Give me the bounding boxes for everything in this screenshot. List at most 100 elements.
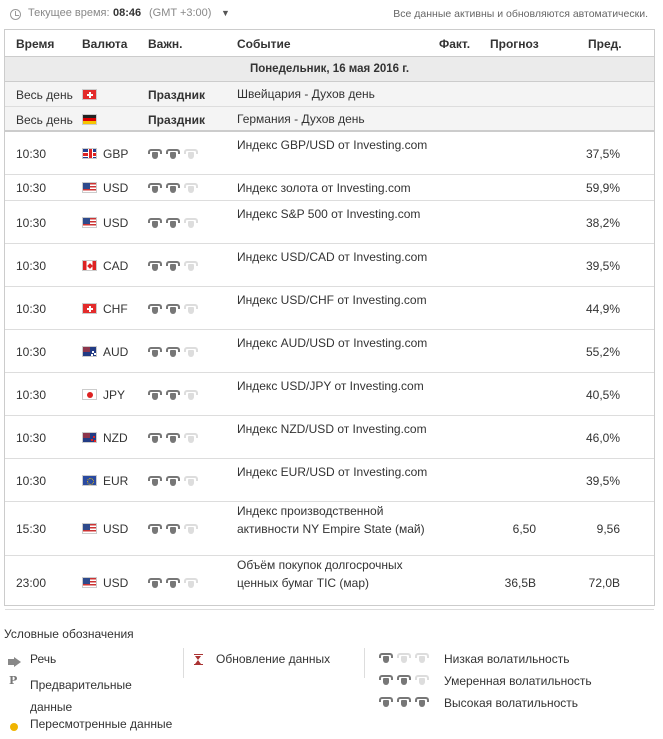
legend-moderate: Умеренная волатильность — [444, 674, 592, 688]
row-event[interactable]: Индекс USD/CHF от Investing.com — [237, 293, 427, 307]
flag-us-icon — [82, 523, 97, 534]
event-row[interactable]: 10:30 AUD Индекс AUD/USD от Investing.com 5… — [5, 330, 654, 373]
row-event[interactable]: Объём покупок долгосрочных ценных бумаг … — [237, 558, 403, 590]
legend-title: Условные обозначения — [4, 627, 134, 641]
importance-bulls — [148, 475, 202, 489]
event-row[interactable]: 10:30 NZD Индекс NZD/USD от Investing.com 4… — [5, 416, 654, 459]
top-bar: Текущее время: 08:46 (GMT +3:00) ▼ Все д… — [0, 0, 663, 30]
column-header-forecast: Прогноз — [490, 37, 539, 51]
importance-bulls — [148, 182, 202, 196]
bull-icon — [397, 697, 411, 707]
row-event[interactable]: Индекс GBP/USD от Investing.com — [237, 138, 428, 152]
flag-ch-icon — [82, 303, 97, 314]
row-time: 10:30 — [16, 474, 47, 488]
row-previous: 39,5% — [585, 474, 620, 488]
bull-icon — [166, 347, 180, 357]
event-row[interactable]: 10:30 CHF Индекс USD/CHF от Investing.com 4… — [5, 287, 654, 330]
flag-de-icon — [82, 114, 97, 125]
flag-ch-icon — [82, 89, 97, 100]
event-row[interactable]: 10:30 USD Индекс S&P 500 от Investing.com 3… — [5, 201, 654, 244]
flag-ca-icon — [82, 260, 97, 271]
holiday-label: Праздник — [148, 88, 205, 102]
bull-icon — [166, 261, 180, 271]
row-previous: 39,5% — [585, 259, 620, 273]
row-time: 10:30 — [16, 147, 47, 161]
importance-bulls — [148, 217, 202, 231]
bull-icon — [184, 347, 198, 357]
bull-icon — [148, 347, 162, 357]
row-time: 23:00 — [16, 576, 47, 590]
holiday-row[interactable]: Весь день Праздник Швейцария - Духов день — [5, 82, 654, 107]
importance-bulls — [148, 523, 202, 537]
row-event[interactable]: Индекс USD/CAD от Investing.com — [237, 250, 428, 264]
row-time: 10:30 — [16, 302, 47, 316]
event-row[interactable]: 10:30 CAD Индекс USD/CAD от Investing.com 3… — [5, 244, 654, 287]
row-event[interactable]: Индекс S&P 500 от Investing.com — [237, 207, 421, 221]
row-currency: USD — [103, 181, 129, 195]
row-event[interactable]: Индекс AUD/USD от Investing.com — [237, 336, 428, 350]
row-forecast: 36,5B — [504, 576, 536, 590]
row-previous: 40,5% — [585, 388, 620, 402]
event-row[interactable]: 10:30 EUR Индекс EUR/USD от Investing.com 3… — [5, 459, 654, 502]
timezone-selector[interactable]: (GMT +3:00) — [149, 7, 212, 19]
flag-us-icon — [82, 182, 97, 193]
flag-gb-icon — [82, 148, 97, 159]
bull-icon — [379, 675, 393, 685]
bull-icon — [148, 476, 162, 486]
row-time: 10:30 — [16, 216, 47, 230]
row-time: 10:30 — [16, 388, 47, 402]
event-row[interactable]: 23:00 USD Объём покупок долгосрочных ценны… — [5, 556, 654, 610]
flag-au-icon — [82, 346, 97, 357]
row-previous: 72,0B — [588, 576, 620, 590]
event-row[interactable]: 15:30 USD Индекс производственной активнос… — [5, 502, 654, 556]
row-previous: 46,0% — [585, 431, 620, 445]
bull-icon — [184, 578, 198, 588]
event-row[interactable]: 10:30 JPY Индекс USD/JPY от Investing.com 4… — [5, 373, 654, 416]
current-time-label: Текущее время: — [28, 7, 110, 19]
flag-us-icon — [82, 577, 97, 588]
bull-icon — [415, 653, 429, 663]
flag-eu-icon — [82, 475, 97, 486]
importance-bulls — [148, 260, 202, 274]
importance-bulls — [148, 577, 202, 591]
importance-bulls — [148, 432, 202, 446]
bull-icon — [379, 653, 393, 663]
column-header-actual: Факт. — [439, 37, 471, 51]
bull-icon — [166, 433, 180, 443]
row-event[interactable]: Индекс EUR/USD от Investing.com — [237, 465, 428, 479]
column-header-previous: Пред. — [588, 37, 622, 51]
row-event[interactable]: Швейцария - Духов день — [237, 87, 375, 101]
bull-icon — [148, 524, 162, 534]
row-event[interactable]: Индекс производственной активности NY Em… — [237, 504, 425, 536]
row-event[interactable]: Индекс NZD/USD от Investing.com — [237, 422, 427, 436]
bull-icon — [148, 578, 162, 588]
speech-icon — [6, 657, 22, 667]
holiday-row[interactable]: Весь день Праздник Германия - Духов день — [5, 107, 654, 132]
row-event[interactable]: Германия - Духов день — [237, 112, 365, 126]
holiday-label: Праздник — [148, 113, 205, 127]
preliminary-icon: P — [9, 674, 18, 687]
bull-icon — [148, 261, 162, 271]
importance-bulls — [148, 389, 202, 403]
bull-icon — [184, 149, 198, 159]
column-header-event: Событие — [237, 37, 291, 51]
bull-icon — [415, 675, 429, 685]
legend-high-bulls — [379, 696, 433, 710]
row-previous: 38,2% — [585, 216, 620, 230]
chevron-down-icon[interactable]: ▼ — [221, 8, 230, 18]
table-header: Время Валюта Важн. Событие Факт. Прогноз… — [5, 30, 654, 57]
column-header-importance: Важн. — [148, 37, 183, 51]
event-row[interactable]: 10:30 USD Индекс золота от Investing.com 59… — [5, 175, 654, 201]
revised-dot-icon — [10, 723, 18, 731]
row-event[interactable]: Индекс USD/JPY от Investing.com — [237, 379, 424, 393]
legend-revised: Пересмотренные данные — [30, 717, 173, 731]
row-currency: USD — [103, 576, 129, 590]
row-event[interactable]: Индекс золота от Investing.com — [237, 181, 411, 195]
economic-calendar-table: Время Валюта Важн. Событие Факт. Прогноз… — [4, 29, 655, 610]
bull-icon — [166, 218, 180, 228]
event-row[interactable]: 10:30 GBP Индекс GBP/USD от Investing.com 3… — [5, 132, 654, 175]
day-header: Понедельник, 16 мая 2016 г. — [5, 57, 654, 82]
row-time: 10:30 — [16, 259, 47, 273]
bull-icon — [184, 390, 198, 400]
flag-jp-icon — [82, 389, 97, 400]
